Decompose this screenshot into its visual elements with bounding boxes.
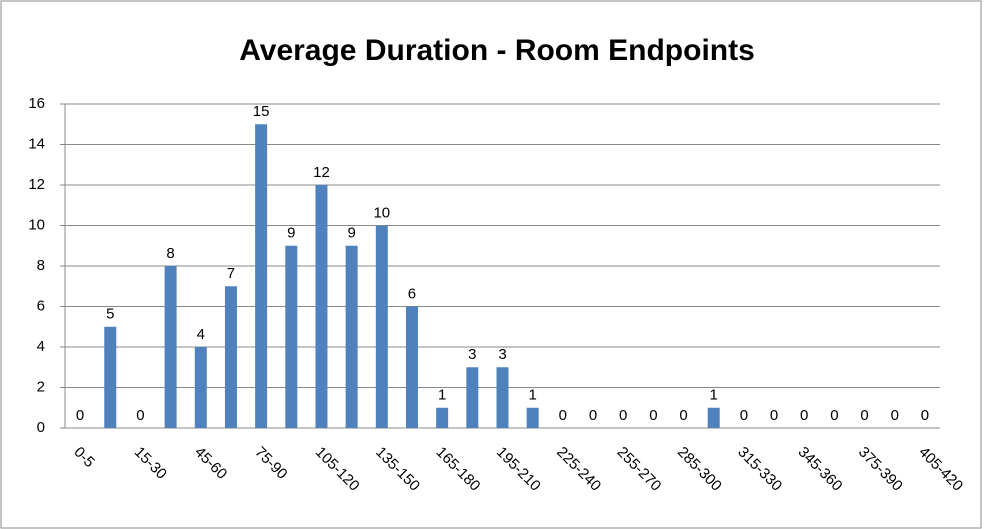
data-label: 15 <box>253 103 270 120</box>
bar <box>345 245 358 428</box>
data-label: 3 <box>498 346 506 363</box>
y-tick-label: 6 <box>37 297 45 314</box>
data-label: 0 <box>921 407 929 424</box>
data-label: 0 <box>136 407 144 424</box>
data-label: 7 <box>227 265 235 282</box>
y-tick-label: 14 <box>28 135 45 152</box>
bar <box>164 266 177 428</box>
bar <box>255 124 268 428</box>
y-tick-label: 0 <box>37 419 45 436</box>
y-tick-label: 4 <box>37 338 45 355</box>
data-label: 0 <box>891 407 899 424</box>
data-label: 1 <box>438 387 446 404</box>
data-label: 12 <box>313 164 330 181</box>
bar <box>104 326 117 428</box>
data-label: 6 <box>408 285 416 302</box>
data-label: 8 <box>166 245 174 262</box>
data-label: 10 <box>373 204 390 221</box>
bar <box>526 407 539 428</box>
y-tick-label: 10 <box>28 216 45 233</box>
data-label: 1 <box>710 387 718 404</box>
bar <box>496 367 509 428</box>
chart-title: Average Duration - Room Endpoints <box>239 34 755 67</box>
data-label: 0 <box>800 407 808 424</box>
bar <box>466 367 479 428</box>
bar <box>436 407 449 428</box>
data-label: 9 <box>347 225 355 242</box>
y-tick-label: 8 <box>37 257 45 274</box>
data-label: 1 <box>529 387 537 404</box>
bar <box>707 407 720 428</box>
y-tick-label: 12 <box>28 176 45 193</box>
data-label: 0 <box>740 407 748 424</box>
data-label: 0 <box>770 407 778 424</box>
bar <box>405 306 418 428</box>
y-tick-label: 16 <box>28 95 45 112</box>
data-label: 0 <box>830 407 838 424</box>
bar <box>285 245 298 428</box>
data-label: 0 <box>559 407 567 424</box>
bar <box>194 347 207 428</box>
data-label: 0 <box>619 407 627 424</box>
bar <box>315 185 328 428</box>
data-label: 3 <box>468 346 476 363</box>
y-tick-label: 2 <box>37 378 45 395</box>
data-label: 0 <box>76 407 84 424</box>
data-label: 4 <box>197 326 205 343</box>
data-label: 5 <box>106 306 114 323</box>
data-label: 0 <box>679 407 687 424</box>
data-label: 0 <box>589 407 597 424</box>
data-label: 0 <box>860 407 868 424</box>
bar <box>224 286 237 428</box>
bar <box>375 225 388 428</box>
data-label: 9 <box>287 225 295 242</box>
data-label: 0 <box>649 407 657 424</box>
